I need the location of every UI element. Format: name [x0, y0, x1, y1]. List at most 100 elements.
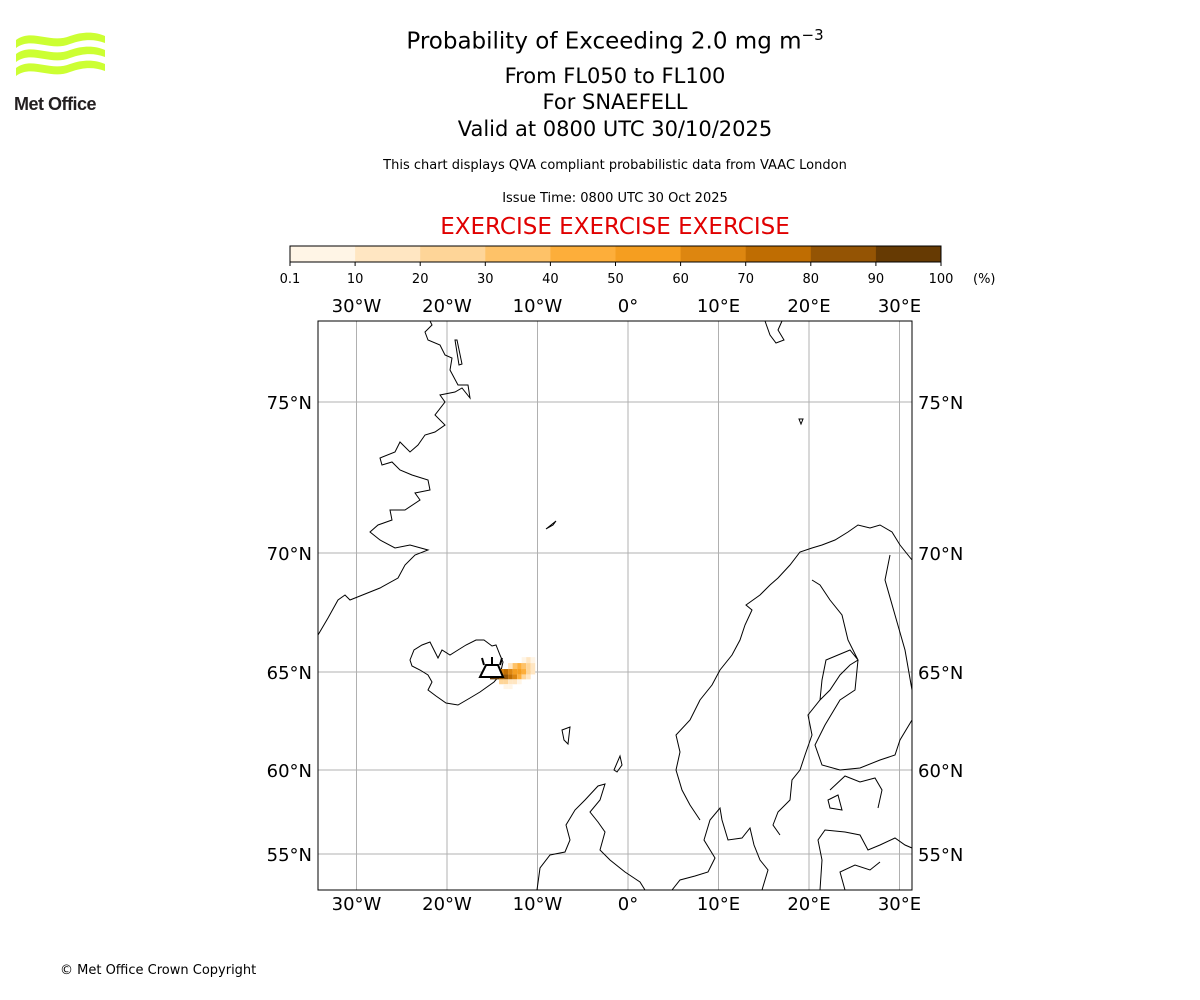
copyright: © Met Office Crown Copyright — [60, 963, 257, 978]
lat-label: 70°N — [267, 544, 312, 565]
flight-levels: From FL050 to FL100 — [504, 64, 726, 88]
probability-cell — [517, 663, 522, 670]
probability-cell — [503, 674, 509, 680]
colorbar-tick-label: 0.1 — [280, 272, 301, 287]
lat-label: 75°N — [918, 393, 963, 414]
sweden-finland-coast — [772, 554, 913, 836]
volcano-name: For SNAEFELL — [542, 90, 688, 114]
probability-cell — [499, 679, 504, 685]
title-text: Probability of Exceeding 2.0 mg m — [406, 28, 802, 55]
colorbar-segment — [485, 246, 551, 262]
colorbar-tick-label: 30 — [477, 272, 494, 287]
lat-label: 60°N — [267, 761, 312, 782]
probability-cell — [503, 669, 509, 675]
lon-label: 20°E — [787, 894, 830, 915]
probability-cell — [521, 669, 527, 675]
colorbar-segment — [550, 246, 616, 262]
colorbar-tick-label: 10 — [347, 272, 364, 287]
probability-cell — [521, 657, 527, 664]
scotland-coast — [536, 783, 646, 891]
faroe-islands — [561, 726, 571, 746]
lat-label: 60°N — [918, 761, 963, 782]
coastlines — [317, 320, 913, 891]
probability-cell — [512, 663, 518, 670]
lon-label: 30°E — [878, 894, 921, 915]
probability-cell — [526, 674, 531, 680]
colorbar-segment — [615, 246, 682, 262]
probability-cell — [521, 674, 527, 680]
colorbar-segment — [290, 246, 356, 262]
bear-island — [798, 418, 804, 426]
scandinavia-coast — [671, 524, 913, 891]
volcano-icon — [478, 657, 505, 678]
lon-label: 20°W — [422, 894, 472, 915]
probability-cell — [517, 669, 522, 675]
chart-description: This chart displays QVA compliant probab… — [383, 158, 847, 173]
probability-cell — [508, 684, 513, 690]
colorbar-segment — [745, 246, 812, 262]
lat-label: 55°N — [918, 845, 963, 866]
jan-mayen — [545, 520, 557, 530]
colorbar-tick-label: 50 — [607, 272, 624, 287]
shetland — [613, 754, 623, 773]
colorbar-tick-label: 40 — [542, 272, 559, 287]
probability-cell — [526, 663, 531, 670]
lon-label: 30°E — [878, 296, 921, 317]
gridlines — [318, 321, 912, 890]
probability-cell — [508, 663, 513, 670]
probability-cell — [530, 669, 536, 675]
probability-cell — [530, 663, 536, 670]
valid-time: Valid at 0800 UTC 30/10/2025 — [457, 117, 773, 141]
lon-label: 20°E — [787, 296, 830, 317]
probability-cell — [508, 669, 513, 675]
colorbar-unit: (%) — [973, 272, 996, 287]
probability-cell — [503, 679, 509, 685]
probability-cell — [508, 679, 513, 685]
probability-cell — [512, 674, 518, 680]
lon-label: 10°W — [513, 296, 563, 317]
lon-label: 30°W — [332, 894, 382, 915]
lat-label: 75°N — [267, 393, 312, 414]
baltic-coast — [817, 775, 913, 891]
probability-cell — [530, 657, 536, 664]
probability-cell — [526, 669, 531, 675]
chart-title: Probability of Exceeding 2.0 mg m−3 — [0, 26, 1200, 55]
probability-cell — [517, 674, 522, 680]
lon-label: 10°W — [513, 894, 563, 915]
lat-label: 65°N — [267, 663, 312, 684]
issue-time: Issue Time: 0800 UTC 30 Oct 2025 — [502, 191, 728, 206]
colorbar-segment — [875, 246, 942, 262]
map-background — [318, 321, 912, 890]
lat-label: 65°N — [918, 663, 963, 684]
probability-cell — [517, 679, 522, 685]
colorbar-tick-label: 60 — [672, 272, 689, 287]
lon-label: 0° — [618, 894, 638, 915]
probability-cell — [503, 684, 509, 690]
exercise-banner: EXERCISE EXERCISE EXERCISE — [440, 214, 790, 240]
lon-label: 10°E — [697, 296, 740, 317]
colorbar: 0.1 10 20 30 40 50 60 70 80 90 100 (%) — [280, 245, 996, 287]
lon-label: 20°W — [422, 296, 472, 317]
axis-labels: 30°W 30°W 20°W 20°W 10°W 10°W 0° 0° 10°E 10°E 20°E… — [267, 296, 964, 915]
colorbar-segment — [810, 246, 877, 262]
probability-cell — [508, 674, 513, 680]
colorbar-tick-label: 80 — [803, 272, 820, 287]
lon-label: 0° — [618, 296, 638, 317]
colorbar-tick-label: 90 — [868, 272, 885, 287]
colorbar-tick-label: 70 — [737, 272, 754, 287]
lon-label: 30°W — [332, 296, 382, 317]
probability-cell — [512, 669, 518, 675]
lat-label: 70°N — [918, 544, 963, 565]
colorbar-tick-label: 100 — [929, 272, 954, 287]
lat-label: 55°N — [267, 845, 312, 866]
probability-cell — [521, 663, 527, 670]
greenland-island — [454, 339, 463, 366]
probability-cell — [526, 657, 531, 664]
logo-waves-icon — [16, 32, 105, 76]
svalbard-coast — [764, 320, 785, 344]
logo-text: Met Office — [14, 94, 97, 114]
lon-label: 10°E — [697, 894, 740, 915]
colorbar-segment — [420, 246, 486, 262]
iceland-coast — [409, 639, 504, 706]
